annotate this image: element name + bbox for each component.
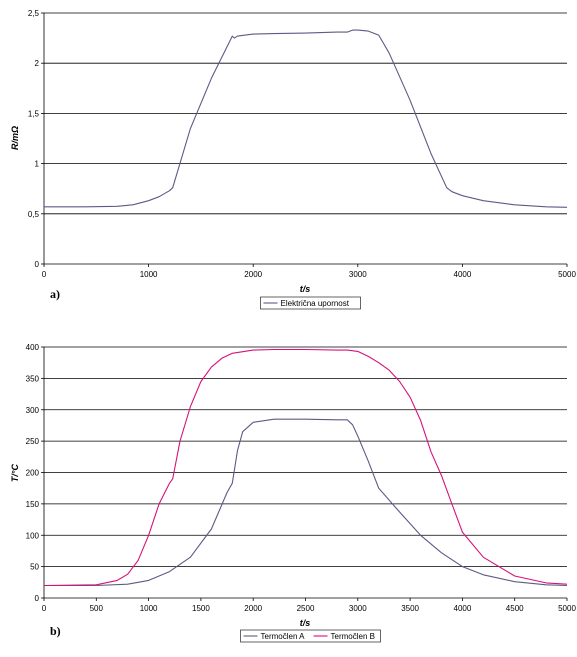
- y-axis-label: R/mΩ: [10, 126, 20, 150]
- y-tick-label: 100: [26, 531, 40, 540]
- x-tick-label: 1000: [140, 270, 158, 279]
- series-line-2: [43, 348, 568, 587]
- legend: Termočlen A Termočlen B: [240, 629, 381, 643]
- x-tick-label: 4000: [454, 270, 472, 279]
- series-line-1: [44, 29, 568, 208]
- y-tick-label: 250: [26, 437, 40, 446]
- panel-label: b): [50, 624, 61, 638]
- x-tick-label: 500: [90, 604, 104, 613]
- y-tick-label: 2,5: [28, 9, 40, 18]
- y-axis-label: T/°C: [10, 463, 20, 482]
- legend: Električna upornost: [260, 296, 361, 310]
- x-tick-label: 1000: [140, 604, 158, 613]
- x-tick-label: 5000: [558, 604, 576, 613]
- x-tick-label: 2500: [297, 604, 315, 613]
- x-tick-label: 4000: [454, 604, 472, 613]
- x-tick-label: 0: [42, 604, 47, 613]
- x-tick-label: 3000: [349, 270, 367, 279]
- legend-label: Termočlen B: [331, 632, 375, 641]
- y-tick-label: 1,5: [28, 109, 40, 118]
- x-tick-label: 2000: [244, 270, 262, 279]
- x-tick-label: 4500: [506, 604, 524, 613]
- panel-label: a): [50, 287, 60, 301]
- y-tick-label: 200: [26, 469, 40, 478]
- x-tick-label: 3500: [401, 604, 419, 613]
- x-tick-label: 5000: [558, 270, 576, 279]
- y-tick-label: 0: [35, 594, 40, 603]
- y-tick-label: 400: [26, 343, 40, 352]
- x-axis-label: t/s: [300, 284, 311, 294]
- legend-label: Električna upornost: [281, 299, 350, 308]
- x-tick-label: 0: [42, 270, 47, 279]
- x-tick-label: 1500: [192, 604, 210, 613]
- y-tick-label: 0: [35, 260, 40, 269]
- y-tick-label: 1: [35, 160, 40, 169]
- y-tick-label: 0,5: [28, 210, 40, 219]
- legend-box: [240, 629, 381, 643]
- x-tick-label: 3000: [349, 604, 367, 613]
- legend-label: Termočlen A: [261, 632, 306, 641]
- chart-panel-a: 0 0,5 1 1,5 2 2,5 0 1000 2000 3000 4000 5000 t/s R/mΩ…: [10, 9, 576, 310]
- y-tick-label: 150: [26, 500, 40, 509]
- x-tick-label: 2000: [244, 604, 262, 613]
- legend-box: [260, 296, 361, 310]
- series-line-1: [44, 418, 568, 587]
- y-tick-label: 50: [30, 563, 39, 572]
- y-tick-label: 350: [26, 374, 40, 383]
- y-tick-label: 300: [26, 406, 40, 415]
- x-axis-label: t/s: [300, 618, 311, 628]
- y-tick-label: 2: [35, 59, 40, 68]
